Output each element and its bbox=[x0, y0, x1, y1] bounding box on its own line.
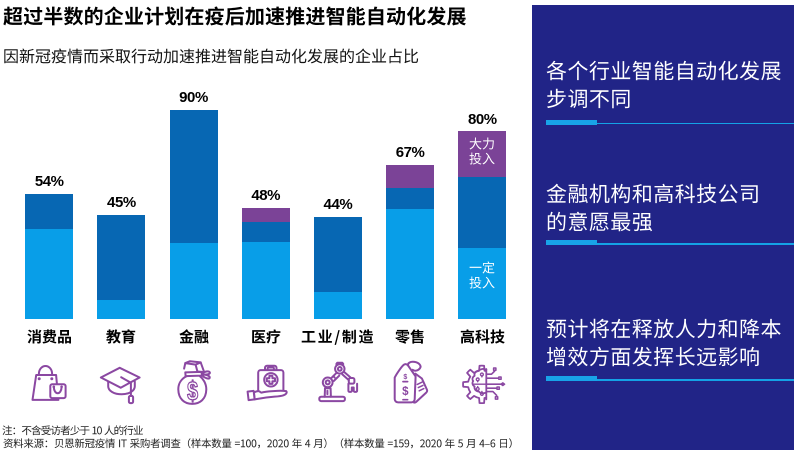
svg-text:$: $ bbox=[402, 386, 409, 398]
svg-text:$: $ bbox=[187, 376, 198, 406]
svg-text:$: $ bbox=[403, 374, 407, 381]
